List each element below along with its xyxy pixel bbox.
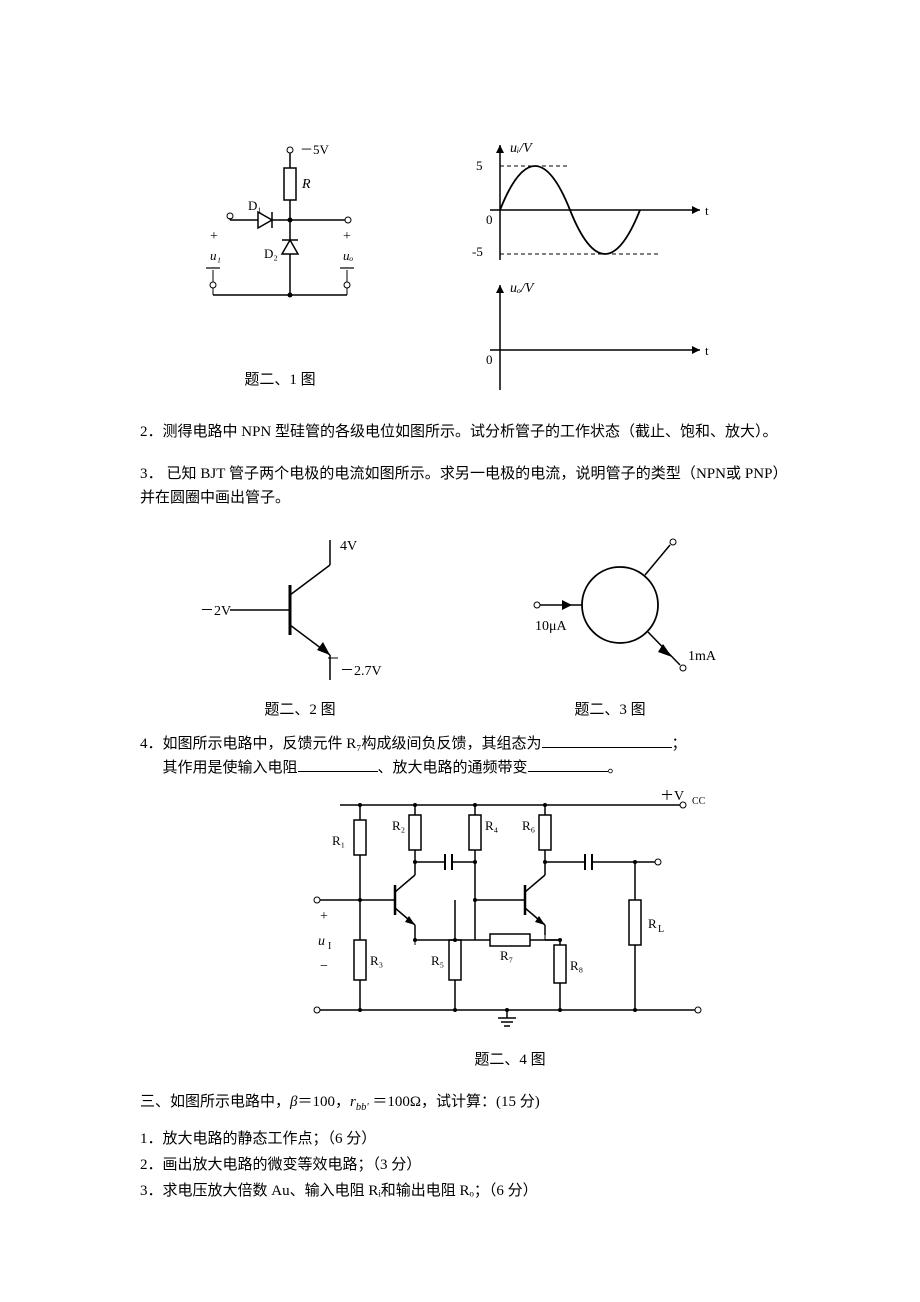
svg-text:t: t: [705, 203, 709, 218]
svg-text:R₃: R₃: [370, 953, 383, 968]
q4-line2-mid: 、放大电路的通频带变: [378, 760, 528, 776]
svg-text:0: 0: [486, 212, 493, 227]
svg-text:u₁: u₁: [210, 248, 221, 263]
figure-1-circuit: －5V R D₁ D₂ + u₁: [180, 140, 380, 392]
svg-text:4V: 4V: [340, 539, 357, 554]
s3-rbb-eq: ＝100Ω: [372, 1094, 421, 1110]
figure-1-waveforms: uᵢ/V t 5 0 -5 uₒ/V t 0: [440, 140, 740, 400]
svg-text:1mA: 1mA: [688, 649, 717, 664]
question-2: 2．测得电路中 NPN 型硅管的各级电位如图所示。试分析管子的工作状态（截止、饱…: [140, 420, 780, 444]
figure-row-2: 4V －2V －2.7V 题二、2 图 10μA 1mA 题二、3 图: [140, 530, 780, 722]
question-4: 4．如图所示电路中，反馈元件 R₇构成级间负反馈，其组态为 ； 其作用是使输入电阻…: [140, 732, 780, 780]
svg-text:R₅: R₅: [431, 953, 444, 968]
svg-text:R: R: [648, 916, 657, 931]
svg-text:uₒ/V: uₒ/V: [510, 281, 535, 296]
figure-2-label: 题二、2 图: [264, 698, 335, 722]
blank-1: [542, 732, 672, 748]
s3-rbb: rbb': [350, 1094, 369, 1110]
s3-item-1: 1．放大电路的静态工作点；（6 分）: [140, 1127, 780, 1151]
svg-text:+: +: [210, 229, 218, 244]
s3-beta-eq: ＝100，: [298, 1094, 351, 1110]
q4-text-1: 4．如图所示电路中，反馈元件 R₇构成级间负反馈，其组态为: [140, 736, 542, 752]
figure-4-label: 题二、4 图: [474, 1048, 545, 1072]
svg-text:+: +: [320, 909, 328, 924]
s3-suffix: ，试计算：(15 分): [421, 1094, 540, 1110]
svg-text:u: u: [318, 934, 325, 949]
svg-text:D₁: D₁: [248, 198, 262, 213]
svg-text:-5: -5: [472, 244, 483, 259]
figure-2: 4V －2V －2.7V 题二、2 图: [200, 530, 400, 722]
svg-text:5: 5: [476, 158, 483, 173]
svg-text:＋V: ＋V: [660, 790, 684, 804]
svg-text:0: 0: [486, 352, 493, 367]
figure-4-container: ＋V CC R₁ R₂ R₄: [240, 790, 780, 1072]
svg-text:−: −: [320, 959, 328, 974]
svg-text:t: t: [705, 343, 709, 358]
svg-text:R: R: [301, 177, 311, 192]
svg-text:－2V: －2V: [200, 604, 231, 619]
svg-text:R₄: R₄: [485, 818, 499, 833]
s3-beta: β: [290, 1094, 297, 1110]
figure-row-1: －5V R D₁ D₂ + u₁: [140, 140, 780, 400]
s3-item-3: 3．求电压放大倍数 Au、输入电阻 Rᵢ和输出电阻 Rₒ；（6 分）: [140, 1179, 780, 1203]
svg-text:R₆: R₆: [522, 818, 535, 833]
svg-text:+: +: [343, 229, 351, 244]
question-3: 3． 已知 BJT 管子两个电极的电流如图所示。求另一电极的电流，说明管子的类型…: [140, 462, 780, 510]
svg-text:CC: CC: [692, 796, 706, 807]
blank-2: [298, 756, 378, 772]
svg-text:R₁: R₁: [332, 833, 345, 848]
svg-text:D₂: D₂: [264, 246, 278, 261]
figure-3: 10μA 1mA 题二、3 图: [500, 530, 720, 722]
figure-4-svg: ＋V CC R₁ R₂ R₄: [300, 790, 720, 1040]
s3-prefix: 三、如图所示电路中，: [140, 1094, 290, 1110]
svg-text:10μA: 10μA: [535, 619, 568, 634]
figure-1-label: 题二、1 图: [244, 368, 315, 392]
blank-3: [528, 756, 608, 772]
q4-line2-prefix: 其作用是使输入电阻: [140, 760, 298, 776]
svg-text:uₒ: uₒ: [343, 248, 354, 263]
svg-text:R₇: R₇: [500, 948, 513, 963]
figure-3-label: 题二、3 图: [574, 698, 645, 722]
svg-text:－5V: －5V: [300, 142, 330, 157]
section-3-title: 三、如图所示电路中，β＝100，rbb' ＝100Ω，试计算：(15 分): [140, 1090, 780, 1117]
svg-text:uᵢ/V: uᵢ/V: [510, 141, 533, 156]
q4-text-2: ；: [672, 736, 687, 752]
q4-line2-end: 。: [608, 760, 623, 776]
svg-text:I: I: [328, 941, 331, 952]
svg-text:R₈: R₈: [570, 958, 583, 973]
s3-item-2: 2．画出放大电路的微变等效电路；（3 分）: [140, 1153, 780, 1177]
svg-text:R₂: R₂: [392, 818, 405, 833]
svg-text:L: L: [658, 924, 664, 935]
svg-text:－2.7V: －2.7V: [340, 664, 382, 679]
